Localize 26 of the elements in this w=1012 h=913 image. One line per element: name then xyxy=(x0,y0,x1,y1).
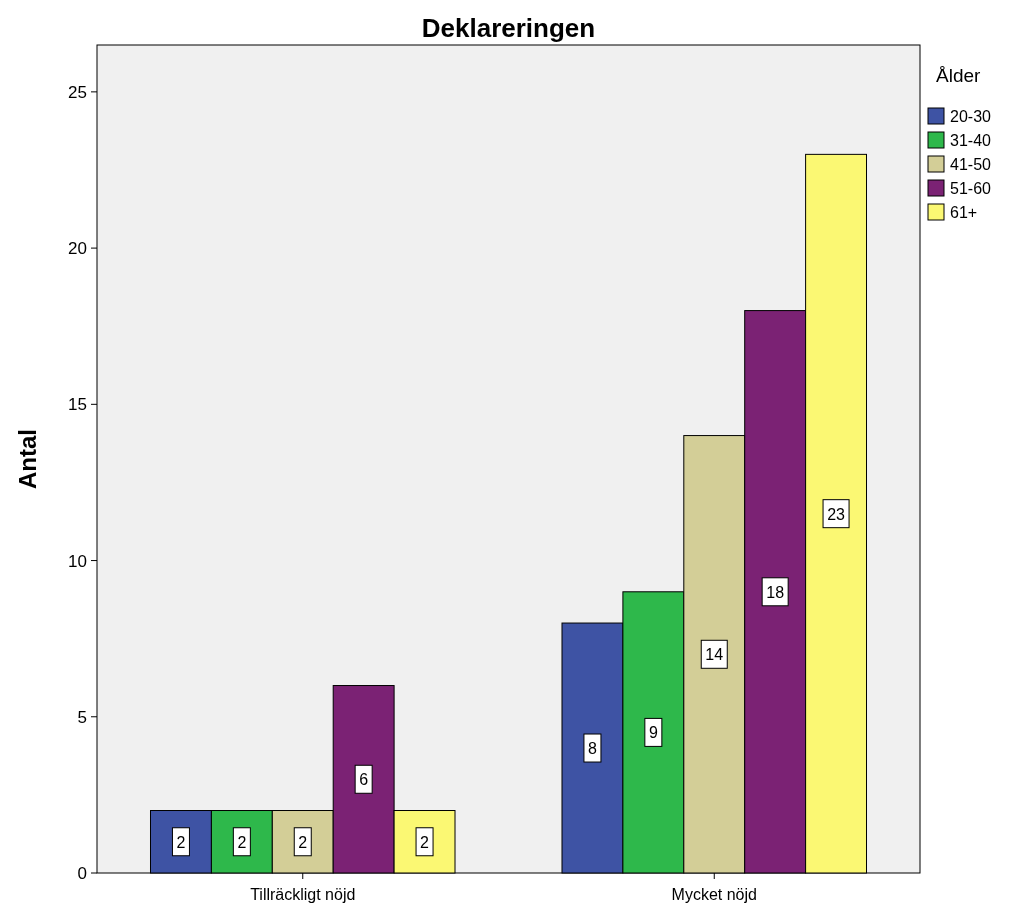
legend-title: Ålder xyxy=(936,65,982,86)
legend-label: 61+ xyxy=(950,204,978,221)
y-tick-label: 0 xyxy=(77,864,87,883)
legend-label: 20-30 xyxy=(950,108,992,125)
legend-label: 51-60 xyxy=(950,180,992,197)
data-label: 2 xyxy=(176,833,186,851)
y-axis-title: Antal xyxy=(14,429,41,489)
data-label: 2 xyxy=(237,833,247,851)
x-tick-label: Tillräckligt nöjd xyxy=(250,886,356,903)
x-tick-label: Mycket nöjd xyxy=(671,886,757,903)
y-tick-label: 10 xyxy=(68,551,87,571)
data-label: 2 xyxy=(420,833,430,851)
chart-title: Deklareringen xyxy=(421,13,596,43)
y-tick-label: 5 xyxy=(77,707,87,727)
y-tick-label: 15 xyxy=(68,395,87,415)
data-label: 18 xyxy=(766,583,785,601)
legend-label: 41-50 xyxy=(950,156,992,173)
data-label: 8 xyxy=(587,740,597,758)
y-tick-label: 25 xyxy=(68,82,87,102)
data-label: 23 xyxy=(827,505,846,523)
data-label: 2 xyxy=(298,833,308,851)
data-label: 6 xyxy=(359,771,369,789)
y-tick-label: 20 xyxy=(68,239,87,259)
data-label: 9 xyxy=(648,724,658,742)
legend-label: 31-40 xyxy=(950,132,992,149)
data-label: 14 xyxy=(705,646,724,664)
